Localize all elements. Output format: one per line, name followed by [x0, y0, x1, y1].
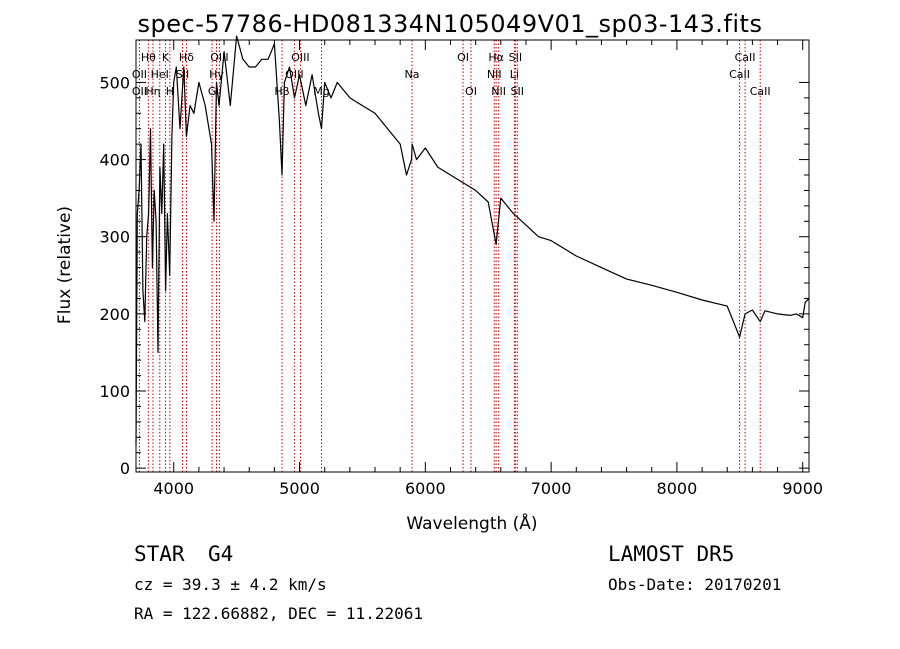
- line-label: K: [162, 51, 170, 64]
- line-label: OIII: [210, 51, 228, 64]
- line-label: Hα: [488, 51, 504, 64]
- line-label: Hδ: [179, 51, 194, 64]
- y-axis: 0 100 200 300 400 500: [99, 73, 809, 478]
- y-tick-label: 400: [99, 151, 130, 170]
- line-label: NII: [491, 85, 506, 98]
- line-label: Hθ: [141, 51, 156, 64]
- line-label: CaII: [735, 51, 756, 64]
- object-subclass: G4: [208, 542, 234, 566]
- x-tick-label: 9000: [782, 479, 823, 498]
- chart-title: spec-57786-HD081334N105049V01_sp03-143.f…: [137, 10, 763, 38]
- plot-frame: [135, 39, 810, 473]
- y-axis-label: Flux (relative): [55, 206, 75, 324]
- x-tick-label: 8000: [657, 479, 698, 498]
- line-label: SII: [176, 68, 189, 81]
- y-tick-label: 300: [99, 228, 130, 247]
- line-labels: Hθ OII OII HeI Hη K H Hδ SII OIII Hγ G OIII OIII Hβ Mg N…: [132, 51, 771, 98]
- x-axis: 4000 5000 6000 7000 8000 9000: [153, 40, 823, 498]
- redshift-cz: cz = 39.3 ± 4.2 km/s: [134, 575, 327, 594]
- line-label: CaII: [750, 85, 771, 98]
- x-tick-label: 7000: [531, 479, 572, 498]
- line-label: OI: [465, 85, 477, 98]
- line-label: Hβ: [274, 85, 289, 98]
- line-label: Hγ: [209, 68, 224, 81]
- line-label: CaII: [729, 68, 750, 81]
- line-label: HeI: [151, 68, 169, 81]
- line-label: Mg: [313, 85, 329, 98]
- object-class: STAR: [134, 542, 185, 566]
- line-label: OIII: [285, 68, 303, 81]
- line-label: OI: [457, 51, 469, 64]
- line-label: SII: [509, 51, 522, 64]
- x-tick-label: 5000: [279, 479, 320, 498]
- line-markers: [138, 40, 761, 472]
- y-tick-label: 0: [120, 459, 130, 478]
- line-label: OII: [132, 68, 147, 81]
- spectrum-series: [135, 35, 810, 446]
- spectrum-line: [135, 35, 810, 446]
- x-axis-label: Wavelength (Å): [406, 512, 537, 534]
- observation-date: Obs-Date: 20170201: [608, 575, 782, 594]
- line-label: G: [208, 85, 217, 98]
- y-tick-label: 100: [99, 382, 130, 401]
- line-label: SII: [511, 85, 524, 98]
- line-label: NII: [487, 68, 502, 81]
- coordinates: RA = 122.66882, DEC = 11.22061: [134, 604, 423, 623]
- line-label: Li: [510, 68, 519, 81]
- survey-name: LAMOST DR5: [608, 542, 735, 566]
- line-label: H: [166, 85, 174, 98]
- line-label: Hη: [145, 85, 160, 98]
- y-tick-label: 500: [99, 73, 130, 92]
- x-tick-label: 4000: [153, 479, 194, 498]
- x-tick-label: 6000: [405, 479, 446, 498]
- y-tick-label: 200: [99, 305, 130, 324]
- line-label: OII: [132, 85, 147, 98]
- line-label: Na: [405, 68, 420, 81]
- line-label: OIII: [291, 51, 309, 64]
